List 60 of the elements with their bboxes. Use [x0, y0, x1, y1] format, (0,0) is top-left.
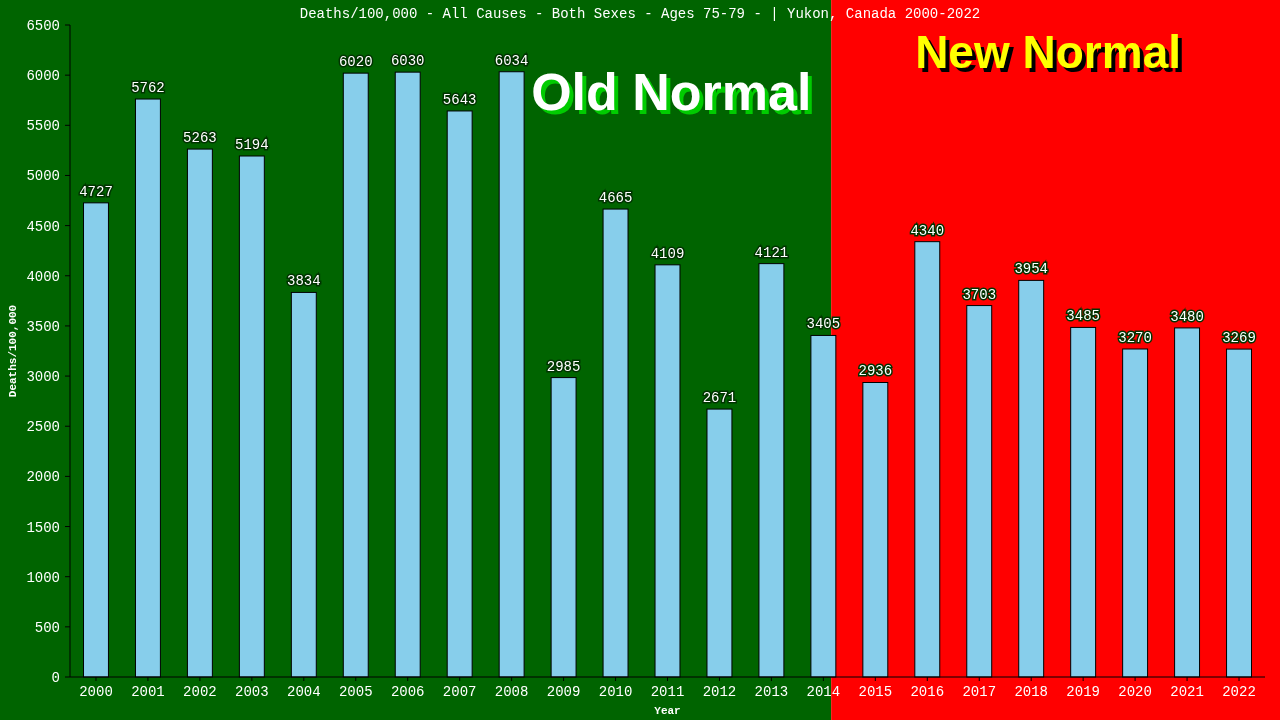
- data-label: 5263: [183, 130, 217, 147]
- x-tick-label: 2015: [858, 684, 893, 700]
- x-tick-label: 2007: [442, 684, 477, 700]
- data-label: 4727: [79, 183, 113, 200]
- x-tick-label: 2016: [910, 684, 945, 700]
- x-tick-label: 2012: [702, 684, 737, 700]
- y-tick-label: 6500: [26, 18, 60, 34]
- data-label: 6020: [338, 54, 373, 71]
- x-tick-label: 2017: [962, 684, 997, 700]
- y-tick-label: 1000: [26, 569, 60, 586]
- x-tick-label: 2018: [1014, 684, 1048, 700]
- data-label: 3480: [1170, 308, 1204, 325]
- y-tick-label: 5500: [26, 118, 60, 135]
- y-tick-label: 500: [34, 619, 60, 636]
- y-tick-label: 0: [51, 670, 60, 686]
- data-label: 4121: [754, 244, 789, 261]
- x-tick-label: 2008: [494, 684, 529, 700]
- x-tick-label: 2019: [1066, 684, 1100, 700]
- x-tick-label: 2005: [338, 684, 373, 700]
- data-label: 3703: [962, 286, 997, 303]
- data-label: 6030: [390, 53, 425, 70]
- y-axis-title: Deaths/100,000: [7, 304, 19, 398]
- data-label: 2671: [702, 390, 737, 407]
- data-label: 2936: [858, 363, 893, 380]
- y-tick-label: 5000: [26, 168, 60, 185]
- data-label: 5762: [131, 80, 165, 97]
- x-tick-label: 2003: [235, 684, 269, 700]
- data-label: 3269: [1222, 330, 1256, 347]
- data-label: 5194: [235, 137, 269, 153]
- data-label: 4340: [910, 222, 945, 239]
- y-tick-label: 6000: [26, 68, 60, 85]
- data-label: 5643: [442, 91, 477, 108]
- data-label: 3270: [1118, 329, 1152, 346]
- data-label: 3485: [1066, 308, 1100, 325]
- x-tick-label: 2010: [598, 684, 633, 700]
- x-tick-label: 2022: [1222, 684, 1256, 700]
- y-tick-label: 3500: [26, 318, 60, 335]
- y-tick-label: 2500: [26, 419, 60, 436]
- x-tick-label: 2009: [546, 684, 581, 700]
- data-label: 3954: [1014, 261, 1048, 278]
- data-label: 4109: [650, 245, 685, 262]
- y-tick-label: 3000: [26, 369, 60, 386]
- x-tick-label: 2004: [287, 684, 321, 700]
- x-tick-label: 2020: [1118, 684, 1152, 700]
- x-tick-label: 2006: [390, 684, 425, 700]
- x-axis-title: Year: [654, 705, 681, 717]
- y-tick-label: 1500: [26, 519, 60, 536]
- y-tick-label: 4000: [26, 268, 60, 285]
- x-tick-label: 2001: [131, 684, 165, 700]
- x-tick-label: 2002: [183, 684, 217, 700]
- x-tick-label: 2021: [1170, 684, 1204, 700]
- data-label: 3834: [287, 273, 321, 290]
- data-label: 6034: [494, 52, 529, 69]
- y-tick-label: 2000: [26, 469, 60, 486]
- x-tick-label: 2011: [650, 684, 685, 700]
- data-label: 4665: [598, 190, 633, 207]
- data-label: 2985: [546, 358, 581, 375]
- x-tick-label: 2013: [754, 684, 789, 700]
- x-tick-label: 2000: [79, 684, 113, 700]
- y-tick-label: 4500: [26, 218, 60, 235]
